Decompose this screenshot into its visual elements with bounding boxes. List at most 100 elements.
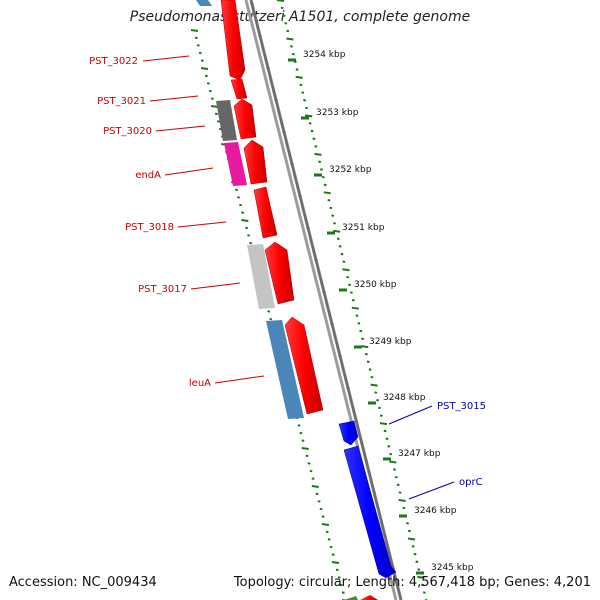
tick-mark	[290, 45, 293, 48]
tick-mark	[331, 561, 340, 564]
tick-mark	[413, 552, 417, 556]
cog-bar-pst3017	[247, 244, 275, 309]
tick-mark	[364, 352, 368, 356]
tick-mark	[214, 112, 218, 116]
callout-line	[149, 95, 199, 102]
callout-line	[142, 55, 190, 62]
tick-mark	[241, 219, 249, 222]
tick-mark	[394, 475, 398, 479]
map-title: Pseudomonas stutzeri A1501, complete gen…	[129, 9, 471, 25]
cog-bar-bottom	[344, 596, 358, 600]
tick-mark	[241, 211, 245, 214]
cog-bar-pst3021	[216, 100, 237, 141]
tick-mark	[417, 575, 425, 579]
tick-mark	[327, 538, 331, 541]
tick-mark	[370, 375, 374, 379]
tick-mark	[374, 391, 378, 394]
tick-mark	[389, 452, 393, 456]
tick-mark	[339, 583, 343, 587]
gene-pst3022	[220, 0, 246, 81]
topology-text: Topology: circular; Length: 4,567,418 bp…	[233, 575, 591, 590]
tick-mark	[411, 545, 415, 548]
tick-mark	[293, 60, 297, 64]
gene-pst3021	[230, 78, 248, 100]
tick-mark	[200, 59, 204, 62]
tick-mark	[323, 183, 327, 187]
tick-mark	[407, 529, 411, 533]
tick-mark	[366, 360, 370, 364]
tick-mark	[210, 97, 214, 100]
gene-label: PST_3021	[97, 96, 146, 107]
gene-bottom	[360, 595, 378, 600]
tick-mark	[398, 491, 402, 494]
tick-mark	[333, 222, 336, 225]
tick-mark	[305, 454, 309, 458]
cog-bar-top	[196, 0, 212, 6]
kbp-ruler: 3254 kbp 3253 kbp 3252 kbp 3251 kbp 3250 kbp…	[288, 50, 474, 575]
tick-mark	[284, 22, 288, 25]
tick-mark	[295, 68, 299, 71]
tick-mark	[299, 431, 303, 435]
tick-mark	[239, 203, 243, 207]
ruler-label: 3246 kbp	[414, 506, 457, 516]
tick-mark	[299, 83, 303, 87]
tick-mark	[331, 553, 335, 556]
tick-mark	[407, 537, 416, 541]
cog-bar-leua	[266, 320, 304, 419]
gene-label: PST_3020	[103, 126, 152, 137]
tick-mark	[210, 105, 219, 108]
ruler-label: 3254 kbp	[303, 50, 346, 60]
tick-mark	[307, 462, 311, 465]
tick-mark	[304, 114, 313, 118]
tick-mark	[340, 252, 344, 256]
gene-oprc	[343, 445, 397, 579]
callout-line	[388, 405, 433, 425]
ruler-label: 3250 kbp	[354, 280, 397, 290]
tick-mark	[267, 310, 271, 313]
tick-mark	[387, 445, 391, 448]
tick-mark	[385, 437, 389, 440]
tick-mark	[398, 499, 406, 502]
tick-mark	[376, 399, 380, 402]
tick-mark	[406, 522, 409, 525]
tick-mark	[314, 145, 318, 148]
tick-mark	[308, 122, 312, 125]
tick-mark	[190, 29, 199, 32]
gene-pst3018	[253, 186, 278, 239]
tick-mark	[348, 283, 351, 287]
tick-mark	[325, 530, 329, 534]
tick-mark	[301, 447, 309, 450]
tick-mark	[249, 241, 253, 245]
tick-mark	[378, 406, 381, 410]
tick-mark	[280, 6, 284, 10]
tick-mark	[422, 591, 426, 594]
tick-mark	[216, 120, 220, 123]
tick-mark	[295, 75, 303, 79]
cds-ring	[220, 0, 397, 600]
callout-line	[190, 282, 241, 290]
tick-mark	[321, 523, 330, 526]
gene-enda	[243, 139, 268, 185]
tick-mark	[415, 560, 419, 564]
tick-mark	[303, 99, 307, 102]
tick-mark	[402, 506, 406, 510]
tick-mark	[237, 196, 240, 199]
tick-mark	[355, 314, 359, 317]
ruler-label: 3253 kbp	[316, 108, 359, 118]
tick-mark	[333, 229, 341, 233]
tick-mark	[315, 492, 319, 496]
tick-mark	[305, 106, 308, 110]
gene-label: PST_3015	[437, 401, 486, 412]
tick-mark	[379, 422, 388, 426]
tick-mark	[297, 424, 301, 427]
gene-pst3015	[338, 420, 359, 446]
cog-ring	[196, 0, 358, 600]
callout-line	[177, 221, 227, 228]
tick-mark	[342, 268, 350, 272]
tick-mark	[208, 89, 212, 93]
tick-mark	[286, 37, 294, 41]
ruler-label: 3252 kbp	[329, 165, 372, 175]
tick-mark	[361, 337, 365, 340]
gene-label: endA	[135, 170, 161, 181]
tick-mark	[349, 291, 353, 294]
